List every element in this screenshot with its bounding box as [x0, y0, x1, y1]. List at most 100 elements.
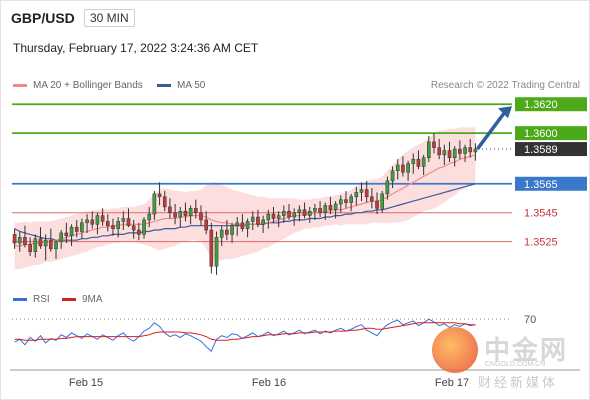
candle-body: [416, 158, 421, 167]
currency-pair-title: GBP/USD: [11, 10, 75, 26]
candle-body: [256, 216, 260, 225]
candle-body: [406, 163, 410, 173]
candle-body: [85, 219, 89, 224]
candle-body: [313, 208, 317, 212]
candle-body: [214, 237, 219, 267]
candle-body: [432, 141, 436, 148]
candle-body: [64, 232, 69, 237]
watermark-subtitle: 财经新媒体: [478, 376, 559, 391]
forecast-arrow-head: [498, 106, 512, 119]
price-tag-1.3565: [515, 176, 587, 191]
candle-body: [12, 234, 17, 244]
candle-body: [354, 192, 359, 198]
candle-body: [121, 218, 126, 222]
candle-body: [183, 210, 188, 216]
candle-body: [28, 244, 32, 252]
candle-body: [194, 208, 198, 213]
candle-body: [447, 150, 452, 158]
candle-body: [147, 213, 152, 221]
ma50-swatch: [157, 84, 171, 87]
candle-body: [33, 238, 38, 252]
rsi-line: [14, 318, 476, 353]
candle-body: [266, 213, 271, 221]
candle-body: [318, 208, 322, 213]
candle-body: [349, 196, 353, 203]
candle-body: [54, 241, 58, 250]
legend-9ma: 9MA: [62, 294, 103, 305]
price-tag-1.3589: [515, 142, 587, 157]
candle-body: [452, 148, 457, 158]
candle-body: [142, 219, 146, 235]
x-tick-label: Feb 17: [435, 377, 469, 389]
candle-body: [380, 193, 385, 209]
watermark-domain: CNGOLD.COM.CN: [485, 361, 546, 368]
candle-body: [230, 225, 234, 235]
candle-body: [80, 222, 84, 232]
price-label-1.3620: 1.3620: [524, 99, 558, 111]
candle-body: [458, 148, 462, 154]
watermark-logo: [432, 327, 478, 373]
rsi-level-label: 70: [524, 314, 536, 326]
candle-body: [235, 222, 240, 226]
ma50-line: [14, 183, 476, 241]
x-tick-label: Feb 15: [69, 377, 103, 389]
candle-body: [297, 209, 302, 213]
rsi-swatch: [13, 298, 27, 301]
chart-header: GBP/USD 30 MIN: [0, 0, 590, 34]
candle-body: [173, 212, 177, 218]
candle-body: [323, 205, 328, 213]
candle-body: [240, 222, 245, 229]
ma20-swatch: [13, 84, 27, 87]
candle-body: [209, 229, 214, 267]
candle-body: [17, 237, 22, 244]
legend-rsi: RSI: [13, 294, 50, 305]
candle-body: [59, 232, 63, 242]
price-tag-1.3620: [515, 97, 587, 112]
candle-body: [152, 193, 157, 215]
candle-body: [287, 210, 291, 218]
candle-body: [126, 218, 131, 226]
candle-body: [395, 164, 400, 172]
candle-body: [468, 147, 473, 153]
candle-body: [116, 221, 120, 229]
ma20-legend-label: MA 20 + Bollinger Bands: [33, 80, 143, 91]
candle-body: [204, 219, 208, 231]
candle-body: [43, 239, 48, 247]
candle-body: [100, 215, 105, 222]
candle-body: [437, 147, 441, 156]
x-tick-label: Feb 16: [252, 377, 286, 389]
timestamp-label: Thursday, February 17, 2022 3:24:36 AM C…: [13, 41, 259, 55]
research-credit: Research © 2022 Trading Central: [430, 80, 580, 91]
ma20-line: [14, 154, 476, 247]
timeframe-badge[interactable]: 30 MIN: [84, 9, 135, 27]
ma50-legend-label: MA 50: [177, 80, 206, 91]
candle-body: [390, 170, 395, 182]
candle-body: [338, 199, 343, 205]
rsi-ma-line: [14, 322, 476, 341]
rsi-ma-swatch: [62, 298, 76, 301]
candle-body: [473, 148, 478, 153]
candle-body: [74, 226, 79, 232]
candle-body: [442, 150, 447, 156]
candle-body: [90, 219, 95, 225]
candle-body: [225, 229, 229, 235]
candle-body: [162, 196, 167, 208]
candle-body: [271, 213, 276, 219]
candle-body: [38, 238, 43, 247]
candle-body: [307, 210, 312, 216]
candle-body: [178, 210, 183, 218]
legend-ma50: MA 50: [157, 80, 205, 91]
candle-body: [245, 221, 250, 229]
candle-body: [105, 221, 110, 226]
candle-body: [49, 239, 53, 250]
candle-body: [199, 212, 203, 221]
candle-body: [111, 225, 115, 229]
price-tag-1.3600: [515, 126, 587, 141]
candle-body: [137, 229, 141, 235]
candle-body: [421, 157, 426, 167]
candle-body: [250, 216, 255, 222]
legend-ma20: MA 20 + Bollinger Bands: [13, 80, 143, 91]
candle-body: [276, 215, 281, 219]
candle-body: [219, 229, 224, 238]
